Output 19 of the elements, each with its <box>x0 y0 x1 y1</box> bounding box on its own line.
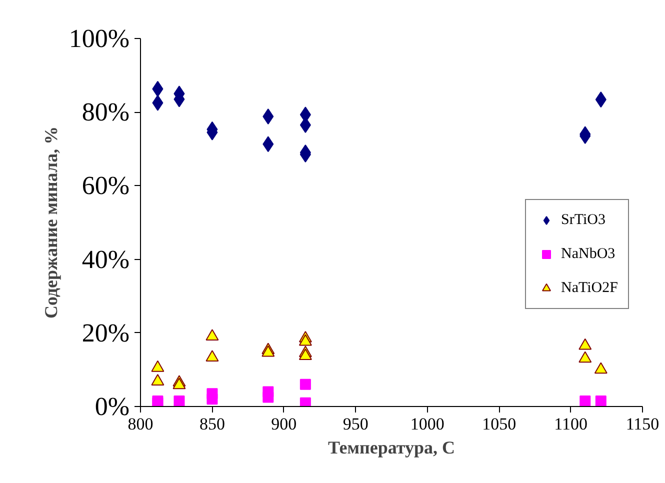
x-tick-label: 1100 <box>554 414 588 434</box>
y-axis-title: Содержание минала, % <box>40 126 61 319</box>
x-tick-label: 1050 <box>482 414 516 434</box>
x-tick-label: 950 <box>342 414 368 434</box>
y-tick-label: 40% <box>82 244 130 274</box>
y-tick-label: 20% <box>82 318 130 348</box>
legend-label: NaNbO3 <box>561 246 616 262</box>
y-tick-label: 0% <box>94 392 130 421</box>
y-tick-label: 100% <box>68 24 130 53</box>
x-tick-label: 850 <box>199 414 225 434</box>
legend-label: NaTiO2F <box>561 280 618 296</box>
x-tick-label: 1000 <box>410 414 444 434</box>
x-tick-label: 800 <box>128 414 154 434</box>
y-tick-label: 60% <box>82 171 130 200</box>
legend-label: SrTiO3 <box>561 212 606 228</box>
x-tick-label: 900 <box>271 414 297 434</box>
x-axis-title: Температура, С <box>328 438 456 458</box>
y-tick-label: 80% <box>82 98 130 127</box>
x-tick-label: 1150 <box>626 414 660 434</box>
